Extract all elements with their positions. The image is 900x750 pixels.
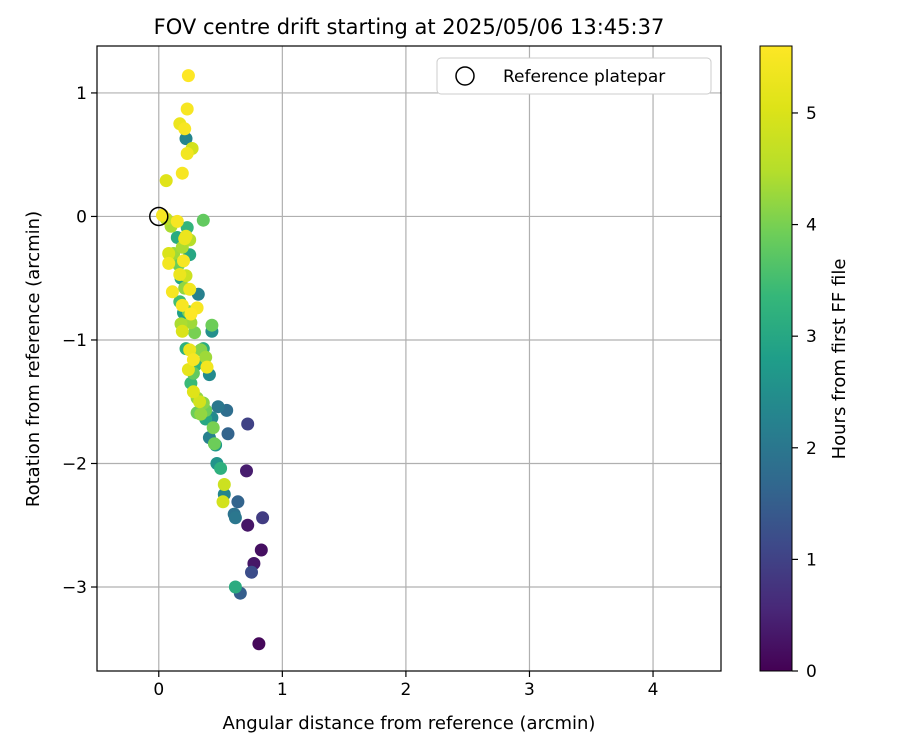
- scatter-point: [175, 166, 189, 180]
- colorbar-tick-label: 3: [806, 327, 817, 347]
- scatter-point: [180, 102, 194, 116]
- scatter-point: [221, 427, 235, 441]
- x-axis-ticks: 0 1 2 3 4: [153, 671, 658, 700]
- y-tick-label: −3: [62, 578, 87, 598]
- scatter-point: [252, 637, 266, 651]
- scatter-point: [240, 464, 253, 478]
- scatter-point: [228, 511, 242, 525]
- x-tick-label: 4: [648, 680, 659, 700]
- colorbar-tick-label: 2: [806, 439, 817, 459]
- grid-lines: [97, 46, 721, 671]
- x-tick-label: 2: [400, 680, 411, 700]
- colorbar-label: Hours from first FF file: [829, 259, 850, 460]
- y-axis-ticks: −3 −2 −1 0 1: [62, 84, 97, 598]
- scatter-points: [156, 69, 270, 651]
- scatter-point: [216, 495, 230, 509]
- scatter-point: [231, 495, 245, 509]
- legend: Reference platepar: [436, 57, 712, 95]
- x-tick-label: 1: [277, 680, 288, 700]
- y-tick-label: 0: [76, 207, 87, 227]
- scatter-point: [206, 421, 220, 435]
- x-axis-label: Angular distance from reference (arcmin): [223, 713, 596, 734]
- scatter-point: [214, 461, 228, 475]
- colorbar-gradient: [759, 45, 793, 672]
- y-tick-label: −1: [62, 331, 87, 351]
- scatter-point: [179, 132, 193, 146]
- scatter-point: [200, 360, 214, 374]
- scatter-point: [254, 543, 268, 557]
- scatter-point: [228, 580, 242, 594]
- colorbar-tick-label: 4: [806, 216, 817, 236]
- x-tick-label: 0: [153, 680, 164, 700]
- scatter-point: [179, 229, 193, 243]
- colorbar-tick-label: 0: [806, 662, 817, 682]
- scatter-point: [241, 518, 255, 532]
- colorbar: 0 1 2 3 4 5 Hours from first FF file: [759, 45, 850, 682]
- scatter-point: [175, 324, 189, 338]
- scatter-point: [180, 147, 194, 160]
- scatter-point: [193, 395, 207, 409]
- scatter-point: [181, 69, 195, 83]
- scatter-point: [188, 326, 202, 340]
- chart-title: FOV centre drift starting at 2025/05/06 …: [154, 15, 665, 39]
- scatter-point: [245, 565, 258, 579]
- scatter-point: [211, 400, 225, 414]
- scatter-point: [186, 353, 200, 367]
- colorbar-ticks: 0 1 2 3 4 5: [792, 104, 817, 682]
- y-axis-label: Rotation from reference (arcmin): [23, 211, 44, 507]
- scatter-point: [178, 122, 192, 136]
- scatter-point: [165, 285, 179, 299]
- y-tick-label: −2: [62, 454, 87, 474]
- legend-marker-reference: [455, 66, 475, 86]
- scatter-point: [173, 268, 187, 281]
- scatter-point: [159, 174, 173, 188]
- scatter-point: [196, 213, 210, 227]
- scatter-point: [205, 318, 219, 332]
- scatter-point: [170, 214, 184, 228]
- scatter-point: [194, 407, 208, 421]
- scatter-point: [175, 298, 189, 312]
- y-tick-label: 1: [76, 84, 87, 104]
- scatter-point: [241, 417, 255, 431]
- scatter-point: [186, 385, 200, 399]
- plot-area: 0 1 2 3 4 −3 −2 −1 0 1: [62, 45, 722, 700]
- axes-frame: [96, 45, 722, 672]
- legend-entry-reference: Reference platepar: [503, 67, 665, 87]
- scatter-point: [162, 256, 176, 270]
- scatter-point: [183, 282, 197, 296]
- scatter-point: [177, 254, 190, 268]
- scatter-point: [207, 437, 221, 451]
- scatter-point: [217, 478, 231, 491]
- colorbar-tick-label: 1: [806, 550, 817, 570]
- legend-box: [436, 57, 712, 95]
- scatter-point: [256, 511, 270, 525]
- reference-platepar-point: [149, 206, 169, 227]
- colorbar-tick-label: 5: [806, 104, 817, 124]
- scatter-point: [162, 247, 176, 260]
- scatter-point: [184, 307, 198, 321]
- scatter-point: [199, 350, 213, 364]
- x-tick-label: 3: [524, 680, 535, 700]
- scatter-point: [181, 363, 195, 377]
- reference-marker: [149, 206, 169, 227]
- scatter-point: [183, 343, 197, 357]
